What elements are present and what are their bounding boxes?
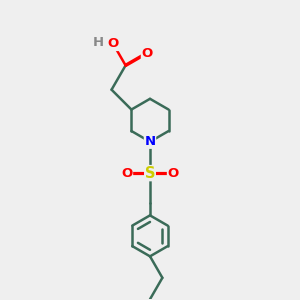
Text: O: O (167, 167, 179, 180)
Text: H: H (93, 36, 104, 49)
Text: N: N (144, 135, 156, 148)
Text: O: O (121, 167, 133, 180)
Text: O: O (108, 38, 119, 50)
Text: O: O (141, 46, 153, 59)
Text: S: S (145, 166, 155, 181)
